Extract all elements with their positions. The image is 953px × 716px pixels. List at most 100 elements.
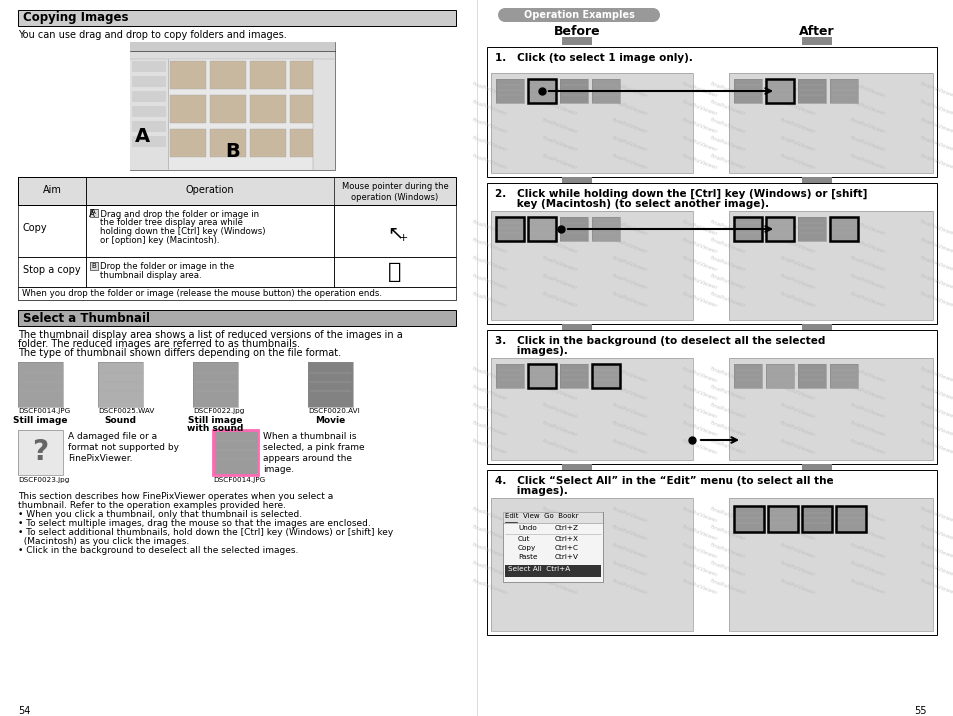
Text: Operation: Operation <box>186 185 234 195</box>
Text: 3.   Click in the background (to deselect all the selected: 3. Click in the background (to deselect … <box>495 336 824 346</box>
Bar <box>98 362 143 407</box>
Text: FinePixViewer: FinePixViewer <box>918 542 953 560</box>
Text: FinePixViewer: FinePixViewer <box>610 219 647 236</box>
Bar <box>18 257 86 287</box>
Bar <box>130 51 335 59</box>
Bar <box>210 95 246 123</box>
Bar <box>801 37 831 45</box>
Bar <box>728 358 932 460</box>
Text: FinePixViewer: FinePixViewer <box>918 99 953 117</box>
Bar <box>829 217 857 241</box>
Text: FinePixViewer: FinePixViewer <box>680 506 718 523</box>
Bar <box>170 95 206 123</box>
Text: FinePixViewer: FinePixViewer <box>471 99 508 117</box>
Text: FinePixViewer: FinePixViewer <box>610 81 647 99</box>
Bar <box>491 498 692 631</box>
Bar <box>250 129 286 157</box>
Bar <box>18 310 456 326</box>
Bar <box>308 362 353 407</box>
Bar <box>502 512 602 582</box>
Text: 54: 54 <box>18 706 30 716</box>
Text: • Click in the background to deselect all the selected images.: • Click in the background to deselect al… <box>18 546 298 555</box>
Text: FinePixViewer: FinePixViewer <box>918 135 953 153</box>
Bar <box>334 205 456 257</box>
Text: images).: images). <box>495 346 567 356</box>
Text: FinePixViewer: FinePixViewer <box>471 420 508 437</box>
Bar <box>90 209 98 217</box>
Text: FinePixViewer: FinePixViewer <box>779 135 815 153</box>
Text: FinePixViewer: FinePixViewer <box>918 384 953 402</box>
Text: folder. The reduced images are referred to as thumbnails.: folder. The reduced images are referred … <box>18 339 299 349</box>
Bar <box>250 95 286 123</box>
Bar <box>496 217 523 241</box>
Text: ↖: ↖ <box>386 223 403 243</box>
Text: FinePixViewer: FinePixViewer <box>610 438 647 455</box>
Text: FinePixViewer: FinePixViewer <box>918 420 953 437</box>
Text: FinePixViewer: FinePixViewer <box>680 578 718 596</box>
Text: FinePixViewer: FinePixViewer <box>471 81 508 99</box>
Bar <box>90 262 98 270</box>
Bar <box>733 79 761 103</box>
Text: FinePixViewer: FinePixViewer <box>848 366 885 384</box>
Bar <box>527 79 556 103</box>
Bar <box>592 364 619 388</box>
Text: Ctrl+C: Ctrl+C <box>555 545 578 551</box>
Text: FinePixViewer: FinePixViewer <box>540 542 578 560</box>
Text: FinePixViewer: FinePixViewer <box>708 99 745 117</box>
Text: FinePixViewer: FinePixViewer <box>471 578 508 596</box>
Text: FinePixViewer: FinePixViewer <box>708 438 745 455</box>
Bar <box>797 217 825 241</box>
Text: FinePixViewer: FinePixViewer <box>708 273 745 291</box>
Text: FinePixViewer: FinePixViewer <box>918 291 953 309</box>
Bar <box>210 129 246 157</box>
Text: FinePixViewer: FinePixViewer <box>610 153 647 170</box>
Text: Copying Images: Copying Images <box>23 11 129 24</box>
Bar <box>18 10 456 26</box>
Bar <box>491 73 692 173</box>
Text: Select a Thumbnail: Select a Thumbnail <box>23 312 150 325</box>
Text: FinePixViewer: FinePixViewer <box>680 135 718 153</box>
Text: FinePixViewer: FinePixViewer <box>680 255 718 273</box>
Bar <box>491 498 692 631</box>
Bar <box>835 506 865 532</box>
Text: 55: 55 <box>914 706 926 716</box>
Bar <box>733 506 763 532</box>
Text: FinePixViewer: FinePixViewer <box>540 81 578 99</box>
Text: Movie: Movie <box>315 416 345 425</box>
Text: FinePixViewer: FinePixViewer <box>610 273 647 291</box>
Text: FinePixViewer: FinePixViewer <box>680 291 718 309</box>
Bar <box>765 79 793 103</box>
Bar <box>18 430 63 475</box>
Text: FinePixViewer: FinePixViewer <box>918 560 953 578</box>
Bar <box>527 364 556 388</box>
Bar <box>559 364 587 388</box>
Bar <box>491 73 692 173</box>
Text: 4.   Click “Select All” in the “Edit” menu (to select all the: 4. Click “Select All” in the “Edit” menu… <box>495 476 833 486</box>
Text: Ctrl+X: Ctrl+X <box>555 536 578 542</box>
Text: FinePixViewer: FinePixViewer <box>848 524 885 541</box>
Text: FinePixViewer: FinePixViewer <box>918 81 953 99</box>
Bar <box>797 364 825 388</box>
Text: FinePixViewer: FinePixViewer <box>708 578 745 596</box>
Bar <box>290 95 326 123</box>
Bar <box>829 217 857 241</box>
Bar <box>290 129 326 157</box>
Text: FinePixViewer: FinePixViewer <box>610 291 647 309</box>
Bar <box>767 506 797 532</box>
Text: FinePixViewer: FinePixViewer <box>848 255 885 273</box>
Text: FinePixViewer: FinePixViewer <box>610 420 647 437</box>
Text: FinePixViewer: FinePixViewer <box>680 81 718 99</box>
Text: FinePixViewer: FinePixViewer <box>680 384 718 402</box>
Bar <box>313 59 335 170</box>
Text: A damaged file or a
format not supported by
FinePixViewer.: A damaged file or a format not supported… <box>68 432 179 463</box>
Text: FinePixViewer: FinePixViewer <box>779 273 815 291</box>
Bar <box>210 129 246 157</box>
Bar <box>728 73 932 173</box>
Text: key (Macintosh) (to select another image).: key (Macintosh) (to select another image… <box>495 199 768 209</box>
Text: FinePixViewer: FinePixViewer <box>708 542 745 560</box>
Text: FinePixViewer: FinePixViewer <box>610 542 647 560</box>
Text: FinePixViewer: FinePixViewer <box>779 99 815 117</box>
Text: FinePixViewer: FinePixViewer <box>540 366 578 384</box>
Text: FinePixViewer: FinePixViewer <box>779 420 815 437</box>
Bar <box>527 364 556 388</box>
